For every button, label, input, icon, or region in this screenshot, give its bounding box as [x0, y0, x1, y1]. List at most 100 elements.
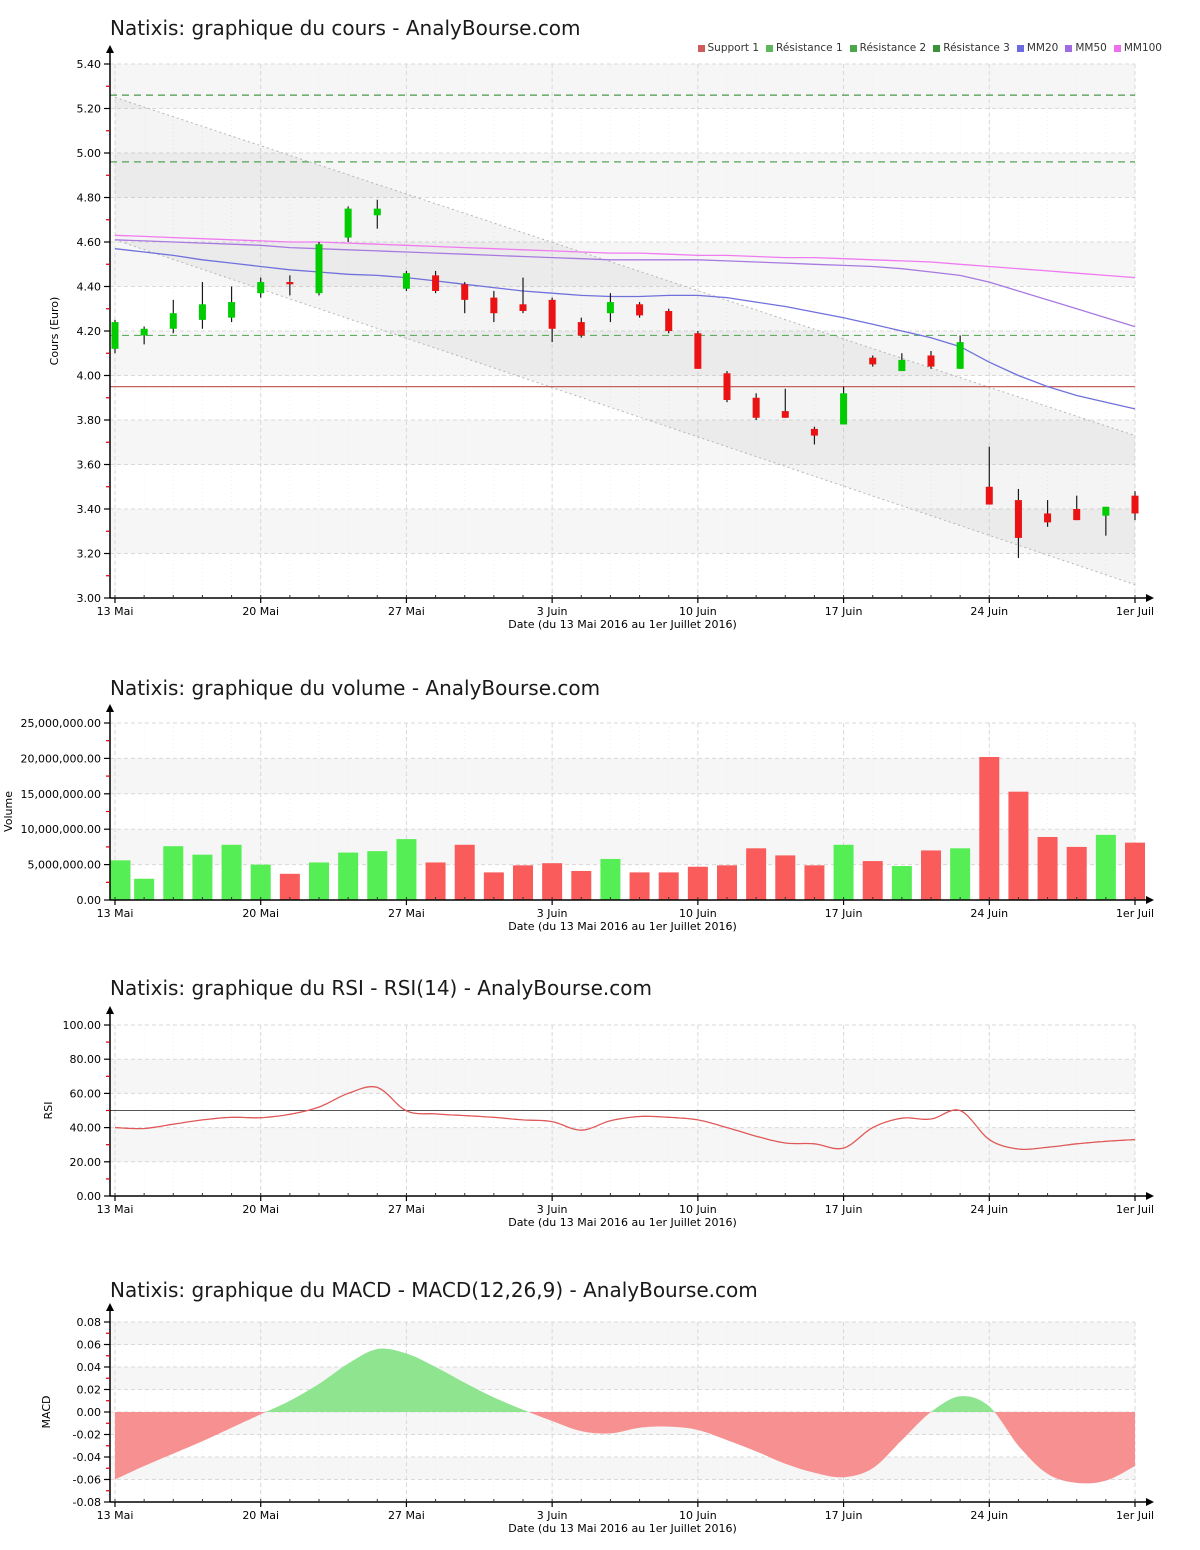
cours-chart-title: Natixis: graphique du cours - AnalyBours… [110, 16, 581, 40]
volume-bar [862, 861, 883, 900]
legend-label: Résistance 3 [943, 42, 1010, 54]
candle [402, 273, 410, 289]
candle [373, 208, 381, 216]
candle [315, 244, 323, 294]
candle [461, 284, 469, 300]
svg-text:3.40: 3.40 [77, 503, 102, 516]
candle [548, 299, 556, 329]
x-tick-label: 10 Juin [679, 605, 717, 618]
legend-label: MM20 [1026, 42, 1059, 54]
volume-bar [1125, 842, 1145, 900]
candlesticks [111, 199, 1139, 558]
svg-text:0.00: 0.00 [77, 1406, 102, 1419]
x-tick-label: 20 Mai [242, 605, 279, 618]
volume-bar [396, 839, 417, 900]
rsi-x-axis-title: Date (du 13 Mai 2016 au 1er Juillet 2016… [508, 1216, 737, 1229]
volume-bar [629, 872, 650, 900]
svg-text:0.06: 0.06 [77, 1339, 102, 1352]
candle [228, 302, 236, 318]
candle [869, 357, 877, 365]
x-tick-label: 3 Juin [537, 605, 568, 618]
legend-swatch-icon [1065, 44, 1073, 52]
candle [636, 304, 644, 316]
macd-x-axis-title: Date (du 13 Mai 2016 au 1er Juillet 2016… [508, 1522, 737, 1535]
volume-bar [891, 866, 912, 900]
legend-swatch-icon [1016, 44, 1024, 52]
legend-item-résistance-3: Résistance 3 [933, 42, 1010, 54]
volume-bar [134, 878, 155, 900]
x-tick-label: 17 Juin [825, 1509, 863, 1522]
cours-y-axis-title: Cours (Euro) [48, 297, 61, 366]
macd-plot: -0.08 -0.06 -0.04 -0.02 0.00 0.02 0.04 0.06 0.08… [40, 1303, 1154, 1535]
x-tick-label: 3 Juin [537, 907, 568, 920]
trend-channel [114, 96, 1135, 586]
legend-swatch-icon [766, 44, 774, 52]
macd-horizontal-grid [110, 1321, 1135, 1480]
rsi-y-axis-title: RSI [42, 1102, 55, 1120]
legend-item-résistance-1: Résistance 1 [766, 42, 843, 54]
volume-bar [833, 844, 854, 900]
x-tick-label: 10 Juin [679, 1203, 717, 1216]
candle [1073, 509, 1081, 521]
cours-bands [110, 64, 1135, 554]
x-tick-label: 13 Mai [97, 605, 134, 618]
volume-bar [687, 866, 708, 900]
candle [1102, 506, 1110, 516]
svg-text:0.02: 0.02 [77, 1384, 102, 1397]
macd-area-negative [115, 1412, 1135, 1484]
volume-bar [1037, 836, 1058, 900]
candle [810, 428, 818, 436]
x-tick-label: 20 Mai [242, 1203, 279, 1216]
x-tick-label: 17 Juin [825, 1203, 863, 1216]
candle [1044, 513, 1052, 523]
svg-text:10,000,000.00: 10,000,000.00 [21, 823, 101, 836]
x-tick-label: 13 Mai [97, 907, 134, 920]
legend-swatch-icon [933, 44, 941, 52]
svg-text:3.60: 3.60 [77, 459, 102, 472]
svg-text:5.00: 5.00 [77, 147, 102, 160]
ma-line-MM100 [114, 234, 1136, 279]
x-tick-label: 24 Juin [970, 907, 1008, 920]
svg-text:5.40: 5.40 [77, 58, 102, 71]
volume-bar [163, 846, 184, 900]
legend-item-résistance-2: Résistance 2 [849, 42, 926, 54]
rsi-axes: 0.00 20.00 40.00 60.00 80.00 100.00 13 Mai 20 M… [42, 1006, 1154, 1229]
candle [344, 208, 352, 238]
legend-item-support-1: Support 1 [697, 42, 759, 54]
volume-bar [513, 865, 533, 900]
candle [723, 373, 731, 400]
candle [956, 342, 964, 369]
candle [111, 322, 119, 349]
candle [752, 397, 760, 418]
x-tick-label: 24 Juin [970, 1203, 1008, 1216]
volume-plot: 0.00 5,000,000.00 10,000,000.00 15,000,000.… [2, 704, 1154, 933]
volume-bar [950, 848, 971, 900]
svg-text:-0.08: -0.08 [73, 1496, 101, 1509]
volume-bar [110, 860, 131, 900]
candle [606, 302, 614, 314]
volume-axes: 0.00 5,000,000.00 10,000,000.00 15,000,000.… [2, 704, 1154, 933]
volume-bar [804, 865, 825, 900]
candle [840, 393, 848, 425]
volume-bars [110, 756, 1145, 900]
x-tick-label: 24 Juin [970, 605, 1008, 618]
x-tick-label: 3 Juin [537, 1203, 568, 1216]
volume-bar [717, 865, 737, 900]
cours-x-axis-title: Date (du 13 Mai 2016 au 1er Juillet 2016… [508, 618, 737, 631]
x-tick-label: 10 Juin [679, 1509, 717, 1522]
cours-legend: Support 1 Résistance 1 Résistance 2 Résista… [697, 42, 1162, 54]
candle [286, 282, 294, 285]
legend-swatch-icon [1113, 44, 1121, 52]
volume-bar [746, 848, 767, 900]
cours-horizontal-grid [110, 63, 1135, 554]
svg-text:3.00: 3.00 [77, 592, 102, 605]
rsi-bands [110, 1059, 1135, 1162]
x-tick-label: 13 Mai [97, 1509, 134, 1522]
x-tick-label: 17 Juin [825, 605, 863, 618]
legend-label: MM50 [1075, 42, 1107, 54]
svg-text:20,000,000.00: 20,000,000.00 [21, 752, 101, 765]
candle [927, 355, 935, 367]
candle [694, 333, 702, 369]
